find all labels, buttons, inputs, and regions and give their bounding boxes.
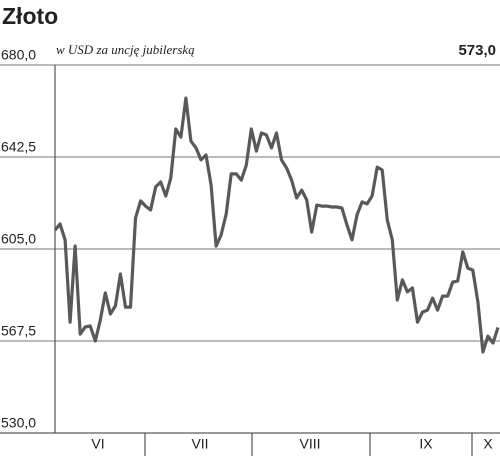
y-tick-label: 642,5 (1, 139, 36, 155)
y-tick-label: 680,0 (1, 47, 36, 63)
chart-subtitle: w USD za uncję jubilerską (56, 42, 195, 57)
chart-title: Złoto (2, 3, 58, 29)
last-value-label: 573,0 (458, 42, 496, 59)
x-tick-label: X (483, 436, 493, 452)
y-tick-label: 605,0 (1, 231, 36, 247)
x-tick-label: IX (419, 436, 433, 452)
x-tick-label: VIII (299, 436, 320, 452)
x-tick-label: VII (191, 436, 208, 452)
y-tick-label: 567,5 (1, 323, 36, 339)
price-line (53, 96, 500, 354)
y-tick-label: 530,0 (1, 415, 36, 431)
x-tick-label: VI (91, 436, 104, 452)
